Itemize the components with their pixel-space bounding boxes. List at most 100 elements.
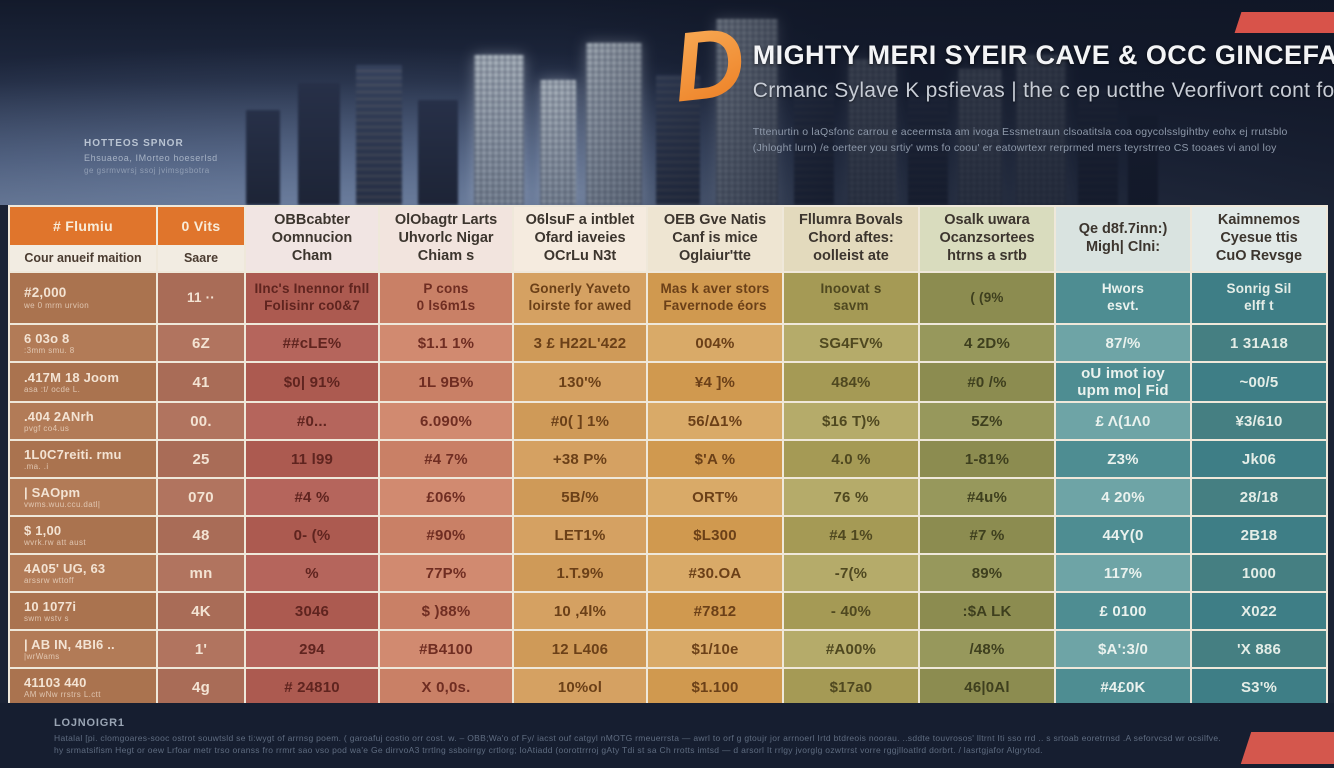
tagline-line2: (Jhloght lurn) /e oerteer you srtiy' wms… — [752, 141, 1277, 154]
footer-note-line1: Hatalal [pi. clomgoares-sooc ostrot souw… — [54, 733, 1222, 743]
table-cell: mn — [156, 553, 246, 593]
header-cell: # Flumiu Cour anueif maition — [8, 205, 158, 273]
red-ribbon-top — [1234, 12, 1334, 33]
table-cell: 5B/% — [512, 477, 648, 517]
header-cell: OlObagtr Larts Uhvorlc Nigar Chiam s — [378, 205, 514, 273]
table-cell: $'A % — [646, 439, 784, 479]
header-cell: Qe d8f.7inn:) Migh| Clni: — [1054, 205, 1192, 273]
table-cell: 1.T.9% — [512, 553, 648, 593]
table-cell: 00. — [156, 401, 246, 441]
header-sub-label: Cour anueif maition — [11, 245, 155, 270]
table-cell: 11 ·· — [156, 271, 246, 325]
table-cell: 48 — [156, 515, 246, 555]
table-cell: 1' — [156, 629, 246, 669]
table-cell: 484% — [782, 361, 920, 403]
table-cell: 4 2D% — [918, 323, 1056, 363]
header-cell: 0 Vits Saare — [156, 205, 246, 273]
photo-credit-text: HOTTEOS SPNOR Ehsuaeoa, IMorteo hoeserls… — [84, 138, 218, 175]
table-cell: #7 % — [918, 515, 1056, 555]
photo-credit-line: ge gsrmvwrsj ssoj jvimsgsbotra — [84, 166, 210, 175]
table-cell: # 24810 — [244, 667, 380, 707]
brand-block: D MIGHTY MERI SYEIR CAVE & OCC GINCEFACH… — [668, 6, 1334, 157]
table-cell: $1.100 — [646, 667, 784, 707]
table-cell: 41103 440 AM wNw rrstrs L.ctt — [8, 667, 158, 707]
table-row: .404 2ANrh pvgf co4.us 00. #0... 6.090% #0( ]… — [8, 401, 1328, 441]
table-cell: 4 20% — [1054, 477, 1192, 517]
table-cell: Gonerly Yaveto loirste for awed — [512, 271, 648, 325]
table-cell: 1 31A18 — [1190, 323, 1328, 363]
table-cell: .417M 18 Joom asa :t/ ocde L. — [8, 361, 158, 403]
table-cell: £ Λ(1Λ0 — [1054, 401, 1192, 441]
table-row: .417M 18 Joom asa :t/ ocde L. 41 $0| 91% 1L … — [8, 361, 1328, 403]
table-cell: X022 — [1190, 591, 1328, 631]
table-row: 1L0C7reiti. rmu .ma. .i 25 11 l99 #4 7% +38 P… — [8, 439, 1328, 479]
table-row: | SAOpm vwms.wuu.ccu.datl| 070 #4 % £06% 5B/%… — [8, 477, 1328, 517]
table-cell: $1/10e — [646, 629, 784, 669]
table-cell: % — [244, 553, 380, 593]
table-cell: | AB IN, 4BI6 .. |wrWams — [8, 629, 158, 669]
table-cell: 130'% — [512, 361, 648, 403]
table-cell: #B4100 — [378, 629, 514, 669]
photo-credit-line: Ehsuaeoa, IMorteo hoeserlsd — [84, 153, 218, 163]
table-cell: £06% — [378, 477, 514, 517]
table-row: 4A05' UG, 63 arssrw wttoff mn% 77P% 1.T.9% #3… — [8, 553, 1328, 593]
table-cell: +38 P% — [512, 439, 648, 479]
table-cell: #0( ] 1% — [512, 401, 648, 441]
brand-text: MIGHTY MERI SYEIR CAVE & OCC GINCEFACHAN… — [753, 18, 1334, 157]
header-cell: Kaimnemos Cyesue ttis CuO Revsge — [1190, 205, 1328, 273]
table-cell: 10 1077i swm wstv s — [8, 591, 158, 631]
table-cell: X 0,0s. — [378, 667, 514, 707]
table-cell: $1.1 1% — [378, 323, 514, 363]
header-top-label: 0 Vits — [159, 208, 243, 245]
header-cell: Osalk uwara Ocanzsortees htrns a srtb — [918, 205, 1056, 273]
table-cell: 10 ,4l% — [512, 591, 648, 631]
header-label: Qe d8f.7inn:) Migh| Clni: — [1078, 221, 1168, 255]
table-cell: 56/Δ1% — [646, 401, 784, 441]
table-cell: 117% — [1054, 553, 1192, 593]
table-cell: #4£0K — [1054, 667, 1192, 707]
photo-credit-line: HOTTEOS SPNOR — [84, 138, 184, 149]
table-cell: 12 L406 — [512, 629, 648, 669]
table-cell: 87/% — [1054, 323, 1192, 363]
table-cell: -7(% — [782, 553, 920, 593]
header-label: OBBcabter Oomnucion Cham — [271, 212, 353, 264]
table-cell: ¥4 ]% — [646, 361, 784, 403]
table-cell: | SAOpm vwms.wuu.ccu.datl| — [8, 477, 158, 517]
table-cell: 3 £ H22L'422 — [512, 323, 648, 363]
table-cell: 1L0C7reiti. rmu .ma. .i — [8, 439, 158, 479]
table-cell: #4u% — [918, 477, 1056, 517]
table-cell: #7812 — [646, 591, 784, 631]
table-cell: 25 — [156, 439, 246, 479]
poster-subtitle: Crmanc Sylave K psfievas | the c ep uctt… — [752, 79, 1334, 102]
table-cell: #A00% — [782, 629, 920, 669]
table-row: | AB IN, 4BI6 .. |wrWams 1' 294 #B4100 12 L40… — [8, 629, 1328, 669]
table-cell: 4g — [156, 667, 246, 707]
header-label: Osalk uwara Ocanzsortees htrns a srtb — [939, 212, 1035, 264]
table-cell: oU imot ioy upm mo| Fid — [1054, 361, 1192, 403]
hero-shade-overlay — [0, 0, 1334, 205]
table-cell: IInc's Inennor fnll Folisinr co0&7 — [244, 271, 380, 325]
comparison-table: # Flumiu Cour anueif maition 0 Vits Saare OB… — [8, 205, 1328, 707]
table-cell: #90% — [378, 515, 514, 555]
table-cell: 4K — [156, 591, 246, 631]
table-cell: SG4FV% — [782, 323, 920, 363]
table-cell: /48% — [918, 629, 1056, 669]
table-cell: $L300 — [646, 515, 784, 555]
table-cell: S3'% — [1190, 667, 1328, 707]
table-cell: Sonrig Sil elff t — [1190, 271, 1328, 325]
table-cell: ORT% — [646, 477, 784, 517]
table-cell: 1000 — [1190, 553, 1328, 593]
header-label: Fllumra Bovals Chord aftes: oolleist ate — [799, 212, 903, 264]
table-cell: 46|0Al — [918, 667, 1056, 707]
table-cell: 6Z — [156, 323, 246, 363]
table-cell: 4.0 % — [782, 439, 920, 479]
table-cell: 3046 — [244, 591, 380, 631]
table-cell: $ 1,00 wvrk.rw att aust — [8, 515, 158, 555]
table-row: 6 03o 8:3mm smu. 8 6Z ##cLE% $1.1 1% 3 £ H22… — [8, 323, 1328, 363]
red-ribbon-bottom — [1240, 732, 1334, 764]
tagline-line1: Tttenurtin o laQsfonc carrou e aceermsta… — [752, 126, 1288, 138]
table-cell: 6 03o 8:3mm smu. 8 — [8, 323, 158, 363]
table-cell: 4A05' UG, 63 arssrw wttoff — [8, 553, 158, 593]
table-cell: #0 /% — [918, 361, 1056, 403]
